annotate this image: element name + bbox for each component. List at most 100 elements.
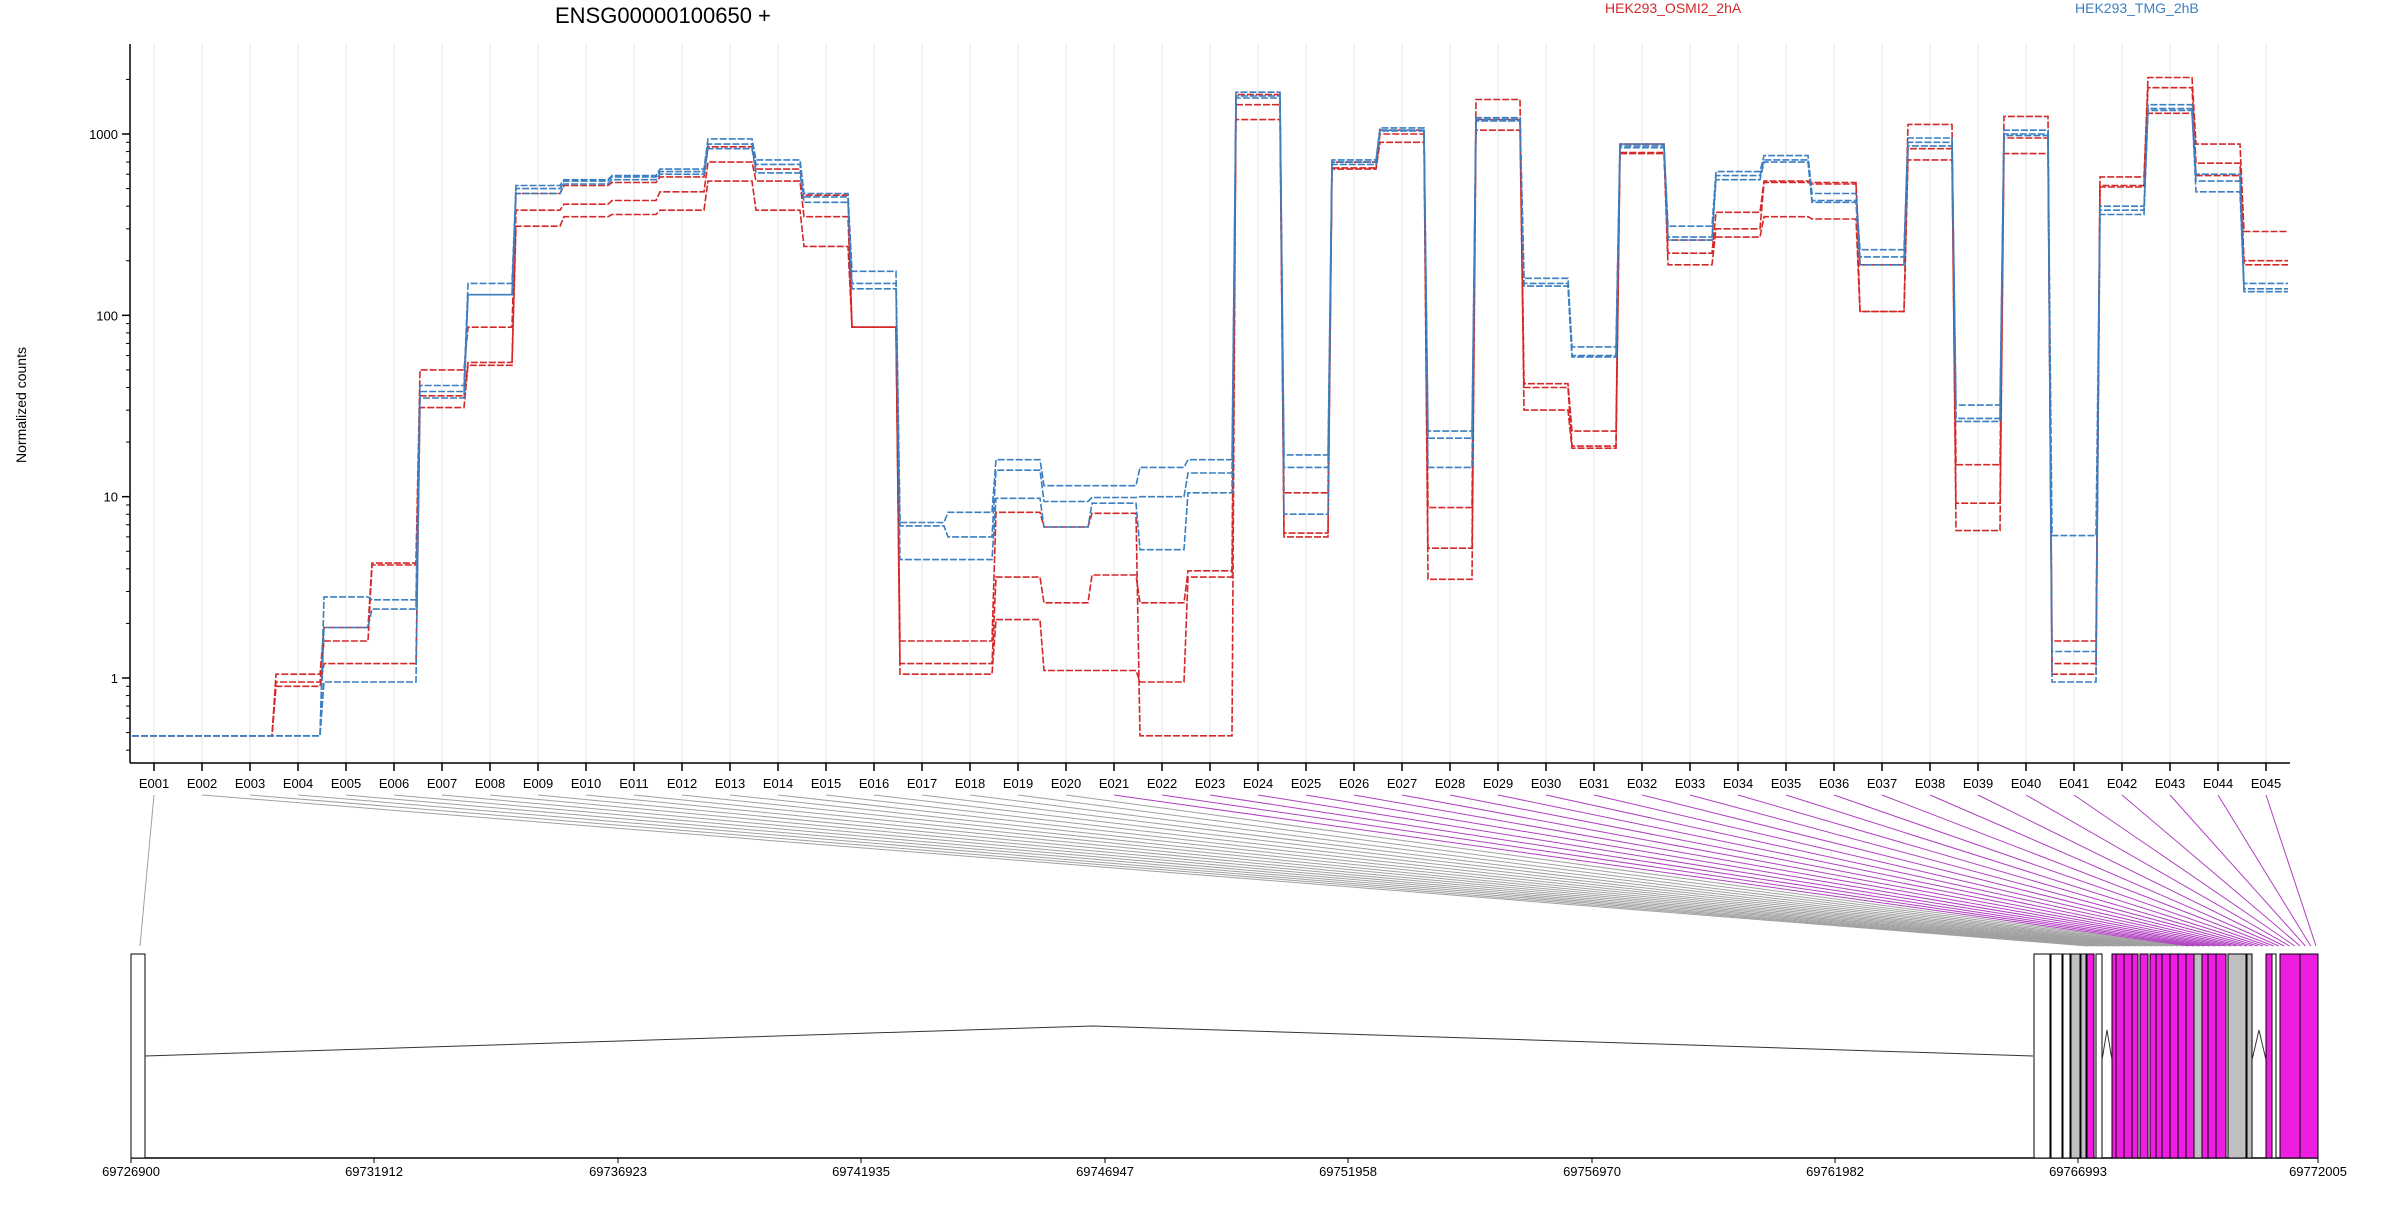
exon-label: E013 [715,776,745,791]
exon-box [2115,953,2125,1159]
exon-box [2207,953,2217,1159]
coord-label: 69756970 [1563,1164,1621,1179]
exon-connector [537,794,2126,947]
exon-connector [825,794,2157,947]
exon-label: E006 [379,776,409,791]
exon-box [2139,953,2149,1159]
exon-box [2033,953,2051,1159]
exon-connector [2169,794,2306,947]
exon-box [2111,953,2117,1159]
exon-box [2149,953,2157,1159]
exon-label: E023 [1195,776,1225,791]
gene-model-track [130,953,2319,1159]
intron-line [144,1025,2034,1057]
exon-connector [1641,794,2248,947]
coord-label: 69772005 [2289,1164,2347,1179]
exon-box [2227,953,2247,1159]
x-axis: E001 E002 E003 E004 E005 E006 E007 E008 E009 E010… [130,762,2290,791]
series-line [132,76,2288,737]
exon-connector [729,794,2147,947]
y-tick-label: 1000 [89,127,118,142]
exon-label: E008 [475,776,505,791]
exon-label: E035 [1771,776,1801,791]
coord-label: 69751958 [1319,1164,1377,1179]
exon-box [2095,953,2103,1159]
exon-box [2201,953,2209,1159]
exon-box [2215,953,2227,1159]
exon-connector [1017,794,2179,947]
exon-label: E033 [1675,776,1705,791]
exon-connector [1689,794,2253,947]
exon-label: E001 [139,776,169,791]
exon-connector [441,794,2115,947]
intron-caret [2251,1029,2267,1061]
exon-label: E005 [331,776,361,791]
exon-connector [1977,794,2285,947]
exon-connector [249,794,2094,947]
exon-connector [777,794,2152,947]
exon-label: E032 [1627,776,1657,791]
exon-label: E003 [235,776,265,791]
exon-connector [921,794,2168,947]
exon-box [2161,953,2171,1159]
exon-label: E021 [1099,776,1129,791]
exon-label: E012 [667,776,697,791]
exon-connector [2121,794,2301,947]
exon-connector [633,794,2136,947]
exon-connector [1065,794,2184,947]
exon-label: E020 [1051,776,1081,791]
exon-connector [1305,794,2211,947]
exon-label: E039 [1963,776,1993,791]
exon-label: E038 [1915,776,1945,791]
exon-box [2062,953,2071,1159]
series-line [132,91,2288,737]
y-axis-label: Normalized counts [13,347,29,463]
exon-label: E018 [955,776,985,791]
exon-connector [681,794,2142,947]
exon-label: E024 [1243,776,1273,791]
exon-label: E031 [1579,776,1609,791]
genomic-coordinate-axis: 69726900 69731912 69736923 69741935 69746947… [102,1158,2347,1179]
exon-connector [1833,794,2269,947]
legend-label-tmg: HEK293_TMG_2hB [2075,0,2199,16]
exon-box [2131,953,2139,1159]
exon-label: E019 [1003,776,1033,791]
coord-label: 69726900 [102,1164,160,1179]
exon-label: E042 [2107,776,2137,791]
exon-box [2177,953,2187,1159]
exon-connector [1113,794,2189,947]
exon-connector [1449,794,2226,947]
coord-label: 69761982 [1806,1164,1864,1179]
exon-connector [139,794,155,947]
exon-label: E040 [2011,776,2041,791]
exon-label: E014 [763,776,793,791]
exon-connector [1209,794,2200,947]
exon-connector [969,794,2173,947]
exon-box [2080,953,2087,1159]
exon-connector [1257,794,2205,947]
exon-connectors [139,794,2317,947]
exon-label: E022 [1147,776,1177,791]
exon-label: E043 [2155,776,2185,791]
coord-label: 69766993 [2049,1164,2107,1179]
exon-box [2086,953,2095,1159]
exon-box [2246,953,2253,1159]
exon-connector [1881,794,2274,947]
exon-label: E009 [523,776,553,791]
exon-connector [1593,794,2242,947]
exon-label: E037 [1867,776,1897,791]
intron-caret [2101,1029,2113,1061]
exon-label: E025 [1291,776,1321,791]
exon-connector [2265,794,2317,947]
exon-box [2185,953,2195,1159]
exon-box [2169,953,2179,1159]
exon-connector [489,794,2120,947]
exon-label: E036 [1819,776,1849,791]
exon-connector [2025,794,2290,947]
exon-label: E002 [187,776,217,791]
exon-label: E016 [859,776,889,791]
exon-box [2193,953,2203,1159]
exon-connector [297,794,2099,947]
exon-connector [1401,794,2221,947]
